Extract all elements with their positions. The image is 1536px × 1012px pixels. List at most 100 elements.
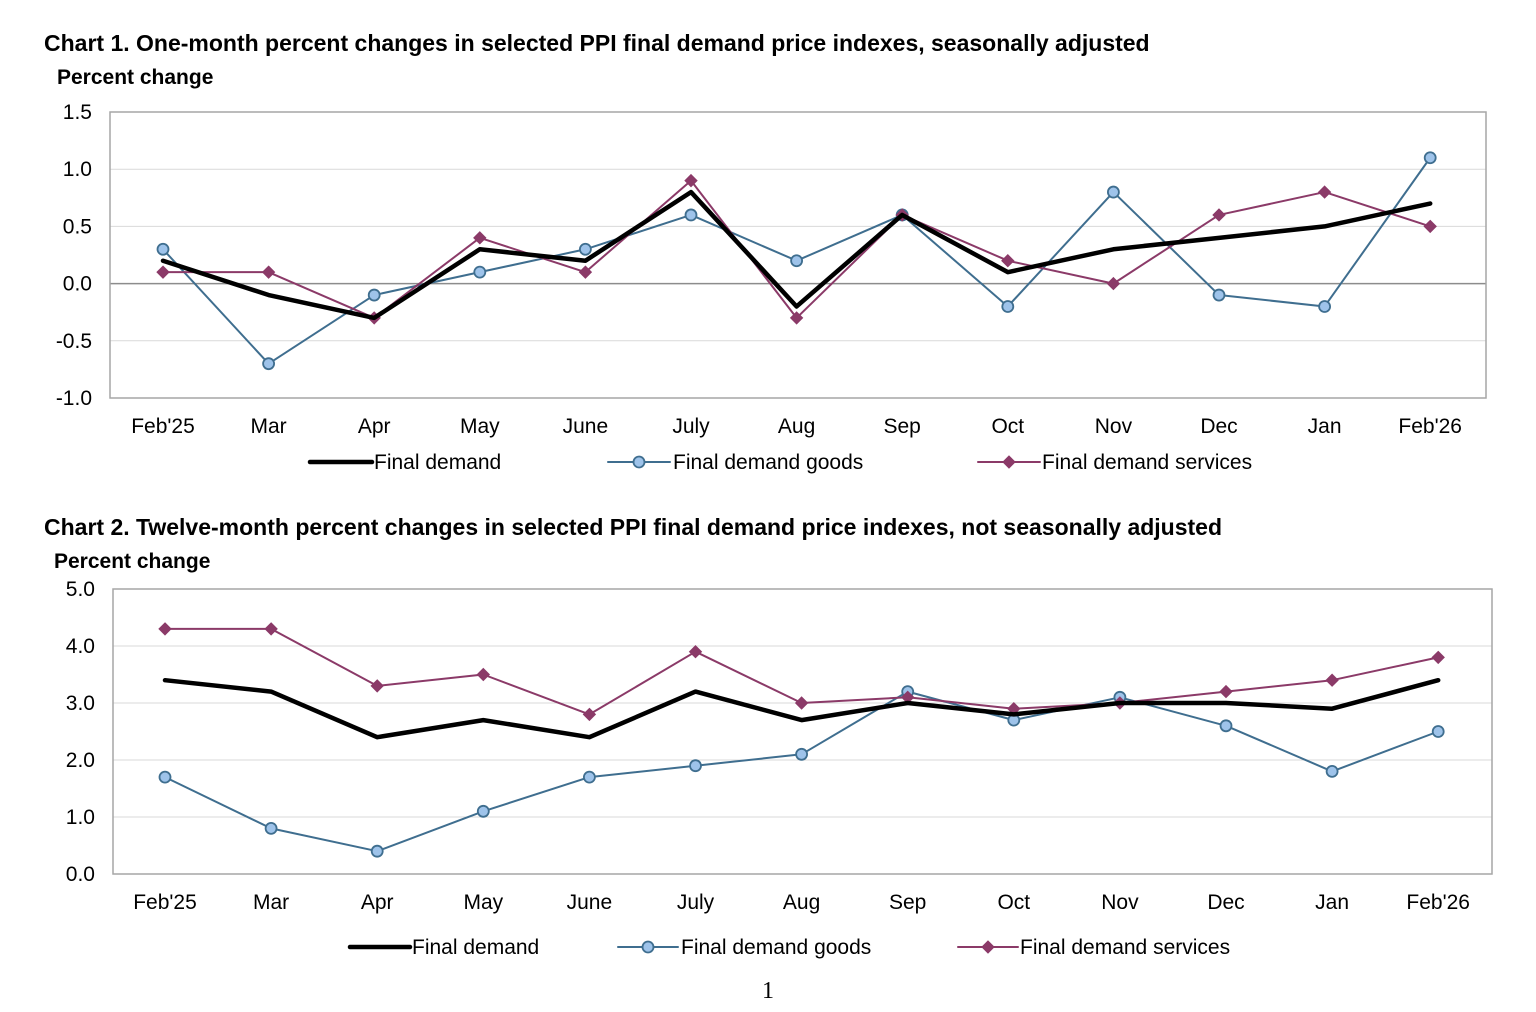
- chart-2-legend-label-goods: Final demand goods: [681, 936, 871, 959]
- chart-1-services-point: [473, 231, 487, 245]
- chart-1-x-tick-label: May: [460, 415, 500, 438]
- chart-1-goods-point: [1001, 300, 1015, 313]
- chart-2-title: Chart 2. Twelve-month percent changes in…: [44, 514, 1223, 540]
- chart-1-y-tick-label: -1.0: [56, 387, 92, 410]
- chart-2-x-tick-label: Feb'26: [1406, 891, 1470, 914]
- chart-2-x-tick-label: June: [567, 891, 613, 914]
- chart-2-goods-point: [1325, 765, 1339, 778]
- chart-1-goods-point: [684, 208, 698, 222]
- chart-1-services-point: [789, 311, 804, 325]
- chart-1-x-tick-label: Feb'25: [131, 415, 195, 438]
- chart-2-x-tick-label: Dec: [1207, 891, 1244, 914]
- chart-2-legend-marker-services: [981, 940, 995, 954]
- chart-2-y-tick-label: 3.0: [66, 692, 95, 715]
- chart-1-x-tick-label: Apr: [358, 415, 391, 438]
- chart-2-y-tick-label: 5.0: [66, 578, 95, 601]
- chart-2-x-tick-label: July: [677, 891, 715, 914]
- chart-2-x-tick-label: Aug: [783, 891, 820, 914]
- chart-2-y-tick-label: 0.0: [66, 863, 95, 886]
- chart-1-legend-label-goods: Final demand goods: [673, 451, 863, 474]
- chart-1-legend-marker-services: [1002, 455, 1016, 469]
- chart-2-goods-point: [583, 770, 596, 784]
- chart-2-services-point: [1431, 650, 1445, 665]
- chart-1-goods-point: [1318, 300, 1331, 313]
- chart-1-services-point: [1317, 185, 1332, 199]
- chart-2-y-tick-label: 4.0: [66, 635, 95, 658]
- chart-2-x-tick-label: Feb'25: [133, 891, 197, 914]
- chart-2-y-axis-label: Percent change: [54, 550, 211, 573]
- chart-1-goods-point: [473, 265, 487, 279]
- chart-2-services-point: [264, 622, 278, 636]
- chart-2-goods-point: [264, 822, 278, 835]
- chart-1-title: Chart 1. One-month percent changes in se…: [44, 30, 1150, 56]
- chart-2-x-tick-label: Jan: [1315, 891, 1349, 914]
- chart-2-x-tick-label: Mar: [253, 891, 289, 914]
- chart-2-goods-point: [1431, 725, 1445, 738]
- chart-2-services-point: [476, 667, 491, 682]
- chart-1-y-tick-label: -0.5: [56, 330, 92, 353]
- chart-1-services-point: [156, 265, 170, 279]
- chart-2-goods-point: [476, 804, 490, 818]
- chart-1-services-point: [261, 265, 276, 279]
- chart-2-goods-point: [795, 747, 808, 761]
- chart-1-plot-frame: [109, 111, 1487, 399]
- chart-2-series-line-final-demand: [162, 677, 1441, 740]
- chart-1-x-tick-label: Jan: [1308, 415, 1342, 438]
- chart-1-goods-point: [156, 242, 170, 256]
- chart-1-x-tick-label: Nov: [1095, 415, 1133, 438]
- chart-1-x-tick-label: July: [672, 415, 710, 438]
- chart-2-goods-point: [1219, 719, 1233, 733]
- chart-1-goods-point: [1212, 288, 1226, 302]
- chart-2-series-line-goods: [164, 690, 1440, 853]
- chart-2-x-tick-label: Sep: [889, 891, 926, 914]
- chart-1-services-point: [1212, 208, 1226, 222]
- chart-1-y-tick-label: 0.0: [63, 273, 92, 296]
- chart-1-legend-marker-goods: [632, 455, 646, 469]
- chart-1-x-tick-label: Sep: [884, 415, 921, 438]
- chart-1-goods-point: [262, 357, 276, 371]
- chart-1-services-point: [578, 265, 593, 279]
- chart-2-goods-point: [689, 759, 702, 773]
- chart-2-services-point: [158, 622, 172, 636]
- chart-2-services-point: [1219, 684, 1233, 699]
- chart-2-y-tick-label: 1.0: [66, 806, 95, 829]
- chart-2-services-point: [794, 696, 809, 710]
- chart-2-goods-point: [158, 770, 172, 784]
- chart-2-services-point: [582, 707, 597, 722]
- chart-1-x-tick-label: Oct: [991, 415, 1024, 438]
- chart-1-x-tick-label: Mar: [251, 415, 287, 438]
- chart-1-goods-point: [1107, 185, 1120, 199]
- chart-1-y-axis-label: Percent change: [57, 66, 214, 89]
- chart-1-y-tick-label: 0.5: [63, 215, 92, 238]
- chart-2-services-point: [370, 679, 384, 693]
- chart-2-plot: 0.0 1.0 2.0 3.0 4.0 5.0 Feb'25 Mar Apr May June Jul…: [66, 578, 1493, 959]
- chart-2-x-tick-label: May: [463, 891, 503, 914]
- chart-1-x-tick-label: Aug: [778, 415, 815, 438]
- chart-1-y-tick-label: 1.5: [63, 101, 92, 124]
- chart-1-services-point: [684, 173, 698, 188]
- chart-1-goods-point: [1423, 151, 1437, 165]
- chart-2-x-tick-label: Apr: [361, 891, 394, 914]
- chart-2-services-point: [688, 644, 703, 659]
- chart-1-services-point: [1106, 276, 1121, 291]
- chart-2-x-tick-label: Oct: [997, 891, 1030, 914]
- chart-1-services-point: [1423, 219, 1437, 234]
- chart-1-x-tick-label: Feb'26: [1398, 415, 1462, 438]
- chart-1-series-line-final-demand: [160, 189, 1433, 321]
- chart-1-services-point: [1001, 254, 1015, 268]
- page-number: 1: [762, 978, 774, 1004]
- chart-1-goods-point: [367, 288, 381, 302]
- chart-1-legend-label-services: Final demand services: [1042, 451, 1252, 474]
- chart-1-x-tick-label: Dec: [1200, 415, 1237, 438]
- chart-1-goods-point: [579, 242, 592, 256]
- chart-2-goods-point: [370, 844, 384, 858]
- chart-1-y-tick-label: 1.0: [63, 158, 92, 181]
- chart-1-legend-label-final-demand: Final demand: [374, 451, 501, 474]
- chart-2-services-point: [1325, 673, 1339, 687]
- chart-2-y-tick-label: 2.0: [66, 749, 95, 772]
- chart-1-x-tick-label: June: [563, 415, 609, 438]
- chart-2-legend-label-final-demand: Final demand: [412, 936, 539, 959]
- chart-1-goods-point: [790, 254, 803, 268]
- chart-2-x-tick-label: Nov: [1101, 891, 1139, 914]
- chart-2-plot-frame: [112, 588, 1493, 875]
